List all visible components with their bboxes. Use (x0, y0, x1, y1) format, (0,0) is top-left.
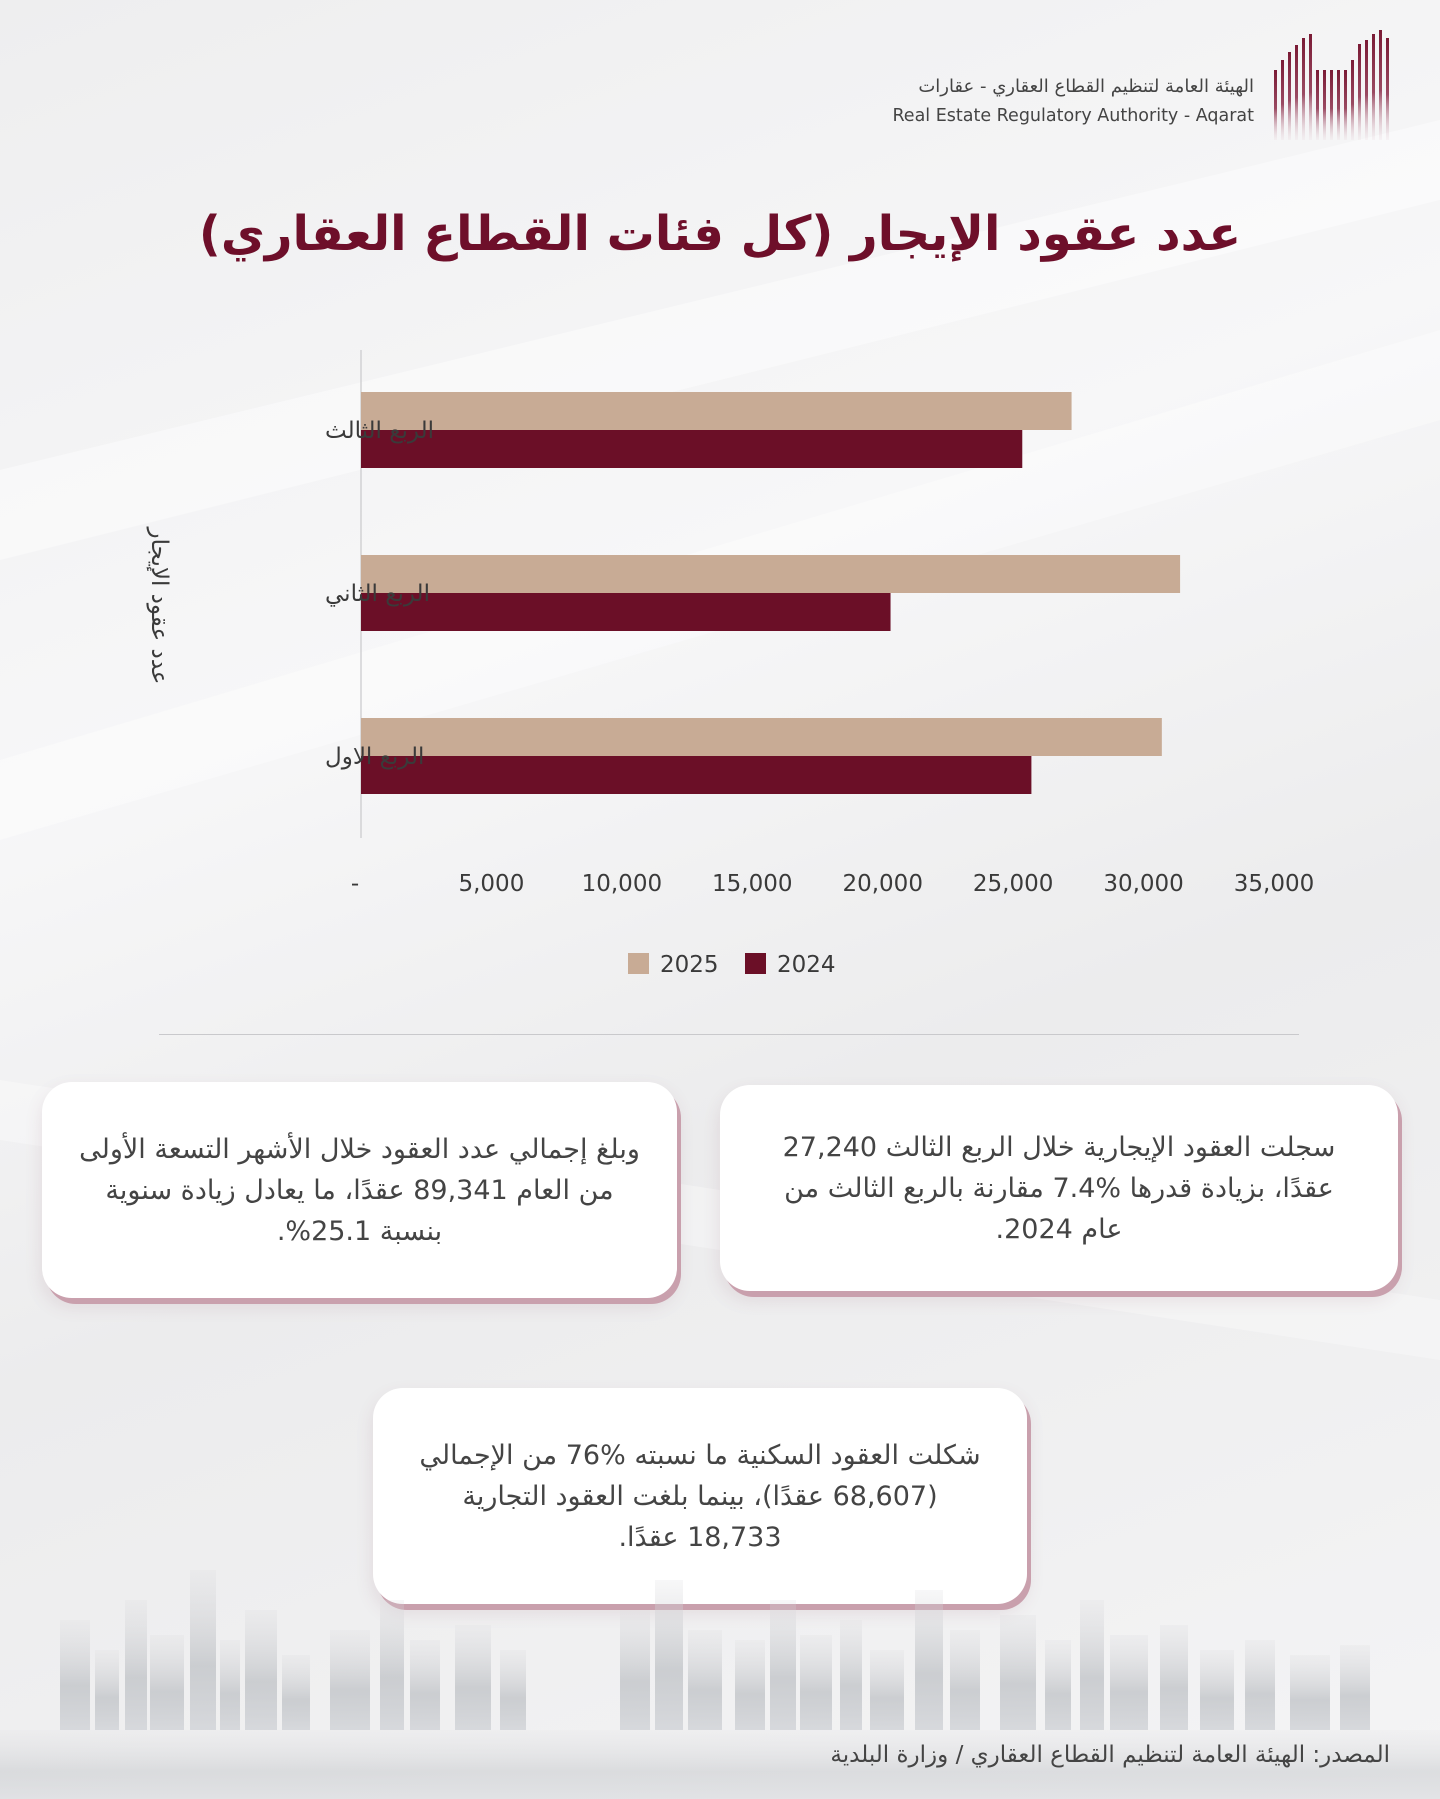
category-label-1: الربع الثالث (325, 418, 434, 444)
bar-2024-2 (361, 593, 891, 631)
source-note: المصدر: الهيئة العامة لتنظيم القطاع العق… (830, 1742, 1390, 1768)
q3-summary-card: سجلت العقود الإيجارية خلال الربع الثالث … (720, 1085, 1398, 1291)
contract-types-card: شكلت العقود السكنية ما نسبته %76 من الإج… (373, 1388, 1027, 1604)
category-label-2: الربع الثاني (325, 581, 430, 607)
nine-months-summary-text: وبلغ إجمالي عدد العقود خلال الأشهر التسع… (79, 1133, 640, 1247)
x-tick-label-0: - (351, 871, 359, 897)
category-label-3: الربع الاول (325, 744, 424, 770)
x-tick-label-3: 15,000 (712, 871, 792, 897)
section-divider (159, 1034, 1299, 1035)
bar-2024-1 (361, 430, 1023, 468)
x-tick-label-6: 30,000 (1103, 871, 1183, 897)
chart-title: عدد عقود الإيجار (كل فئات القطاع العقاري… (198, 206, 1242, 262)
x-tick-label-7: 35,000 (1234, 871, 1314, 897)
city-skyline-decoration (0, 1570, 1440, 1799)
x-tick-label-5: 25,000 (973, 871, 1053, 897)
q3-summary-text: سجلت العقود الإيجارية خلال الربع الثالث … (782, 1131, 1336, 1245)
x-tick-label-1: 5,000 (458, 871, 524, 897)
bar-2025-1 (361, 392, 1072, 430)
y-axis-label: عدد عقود الإيجار (146, 526, 172, 684)
x-tick-label-2: 10,000 (582, 871, 662, 897)
aqarat-logo-icon (1274, 30, 1389, 140)
bar-2025-2 (361, 555, 1181, 593)
org-name-english: Real Estate Regulatory Authority - Aqara… (892, 106, 1254, 126)
legend-label-2024: 2024 (777, 952, 836, 978)
x-tick-label-4: 20,000 (842, 871, 922, 897)
legend-swatch-2025 (628, 953, 649, 974)
legend-swatch-2024 (745, 953, 766, 974)
lease-contracts-bar-chart: الربع الثالث الربع الثاني الربع الاول - 5,00… (146, 350, 1314, 978)
legend-label-2025: 2025 (660, 952, 719, 978)
bar-2025-3 (361, 718, 1162, 756)
bar-2024-3 (361, 756, 1032, 794)
contract-types-text: شكلت العقود السكنية ما نسبته %76 من الإج… (419, 1439, 981, 1553)
org-name-arabic: الهيئة العامة لتنظيم القطاع العقاري - عق… (918, 76, 1254, 97)
nine-months-summary-card: وبلغ إجمالي عدد العقود خلال الأشهر التسع… (42, 1082, 677, 1298)
